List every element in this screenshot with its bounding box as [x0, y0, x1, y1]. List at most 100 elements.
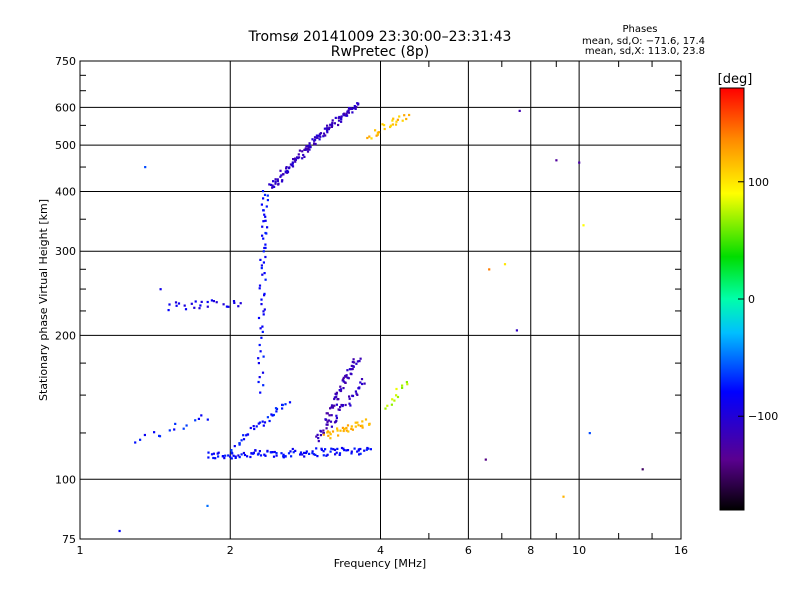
data-point	[280, 452, 283, 455]
data-point	[398, 115, 401, 118]
data-point	[332, 448, 335, 451]
data-point	[331, 119, 334, 122]
data-point	[294, 160, 297, 163]
data-point	[342, 429, 345, 433]
data-point	[258, 450, 261, 453]
data-point	[259, 391, 262, 394]
data-point	[266, 449, 269, 452]
data-point	[340, 446, 344, 450]
data-point	[582, 224, 585, 227]
data-point	[207, 456, 210, 459]
data-point	[264, 219, 267, 222]
data-point	[291, 165, 295, 168]
data-point	[317, 134, 320, 137]
data-point	[588, 432, 591, 435]
data-point	[357, 103, 360, 106]
data-point	[327, 434, 330, 437]
data-point	[299, 451, 303, 454]
data-point	[158, 435, 162, 438]
data-point	[270, 451, 273, 454]
data-point	[352, 365, 355, 368]
data-point	[174, 422, 177, 425]
data-point	[308, 148, 311, 151]
data-point	[206, 418, 209, 421]
data-point	[256, 453, 260, 456]
data-point	[333, 122, 336, 125]
data-point	[328, 414, 331, 417]
data-point	[271, 186, 274, 189]
data-point	[352, 107, 355, 110]
data-point	[391, 123, 394, 126]
data-point	[317, 440, 320, 443]
data-point	[350, 450, 353, 453]
data-point	[335, 395, 338, 398]
data-point	[325, 454, 328, 457]
data-point	[329, 433, 332, 436]
data-point	[174, 301, 178, 304]
data-point	[338, 115, 341, 119]
data-point	[347, 109, 350, 112]
data-point	[261, 371, 265, 374]
data-point	[261, 225, 264, 228]
data-point	[313, 136, 317, 139]
data-point	[240, 453, 243, 456]
data-point	[518, 109, 521, 112]
data-point	[406, 383, 409, 386]
data-point	[346, 376, 349, 379]
data-point	[331, 121, 334, 124]
data-point	[275, 410, 278, 413]
data-point	[242, 438, 246, 441]
data-point	[340, 115, 343, 118]
data-point	[343, 449, 346, 452]
data-point	[335, 451, 338, 454]
data-point	[275, 454, 278, 457]
data-point	[358, 360, 361, 363]
data-point	[260, 203, 263, 206]
data-point	[272, 180, 275, 183]
data-point	[340, 120, 343, 123]
data-point	[345, 426, 348, 430]
data-point	[245, 434, 248, 437]
chart-subtitle: RwPretec (8p)	[331, 44, 429, 60]
data-point	[350, 373, 353, 376]
data-point	[268, 419, 271, 423]
data-point	[193, 306, 196, 309]
data-point	[177, 302, 181, 305]
data-point	[259, 327, 262, 330]
data-point	[277, 183, 280, 186]
data-point	[337, 398, 340, 401]
data-point	[339, 406, 342, 409]
data-point	[374, 129, 377, 132]
data-point	[342, 380, 345, 383]
data-point	[284, 455, 287, 458]
data-point	[118, 529, 121, 533]
data-point	[281, 173, 285, 176]
data-point	[261, 330, 264, 333]
data-point	[308, 452, 311, 455]
data-point	[329, 437, 332, 440]
data-point	[356, 102, 359, 105]
data-point	[260, 264, 263, 267]
data-point	[408, 113, 411, 117]
data-point	[368, 135, 371, 138]
data-point	[263, 193, 267, 196]
data-point	[184, 308, 188, 311]
data-point	[263, 292, 266, 295]
data-point	[258, 343, 261, 347]
data-point	[263, 213, 266, 216]
data-point	[182, 427, 185, 430]
data-point	[222, 303, 225, 306]
data-point	[350, 452, 353, 455]
data-point	[329, 123, 332, 126]
y-tick-label: 600	[55, 101, 76, 114]
data-point	[269, 183, 273, 186]
data-point	[257, 316, 261, 320]
data-point	[335, 414, 338, 417]
data-point	[334, 453, 337, 456]
data-point	[270, 413, 273, 416]
data-point	[291, 447, 294, 451]
data-point	[356, 450, 359, 453]
data-point	[276, 178, 279, 181]
data-point	[309, 146, 312, 149]
data-point	[262, 250, 265, 253]
